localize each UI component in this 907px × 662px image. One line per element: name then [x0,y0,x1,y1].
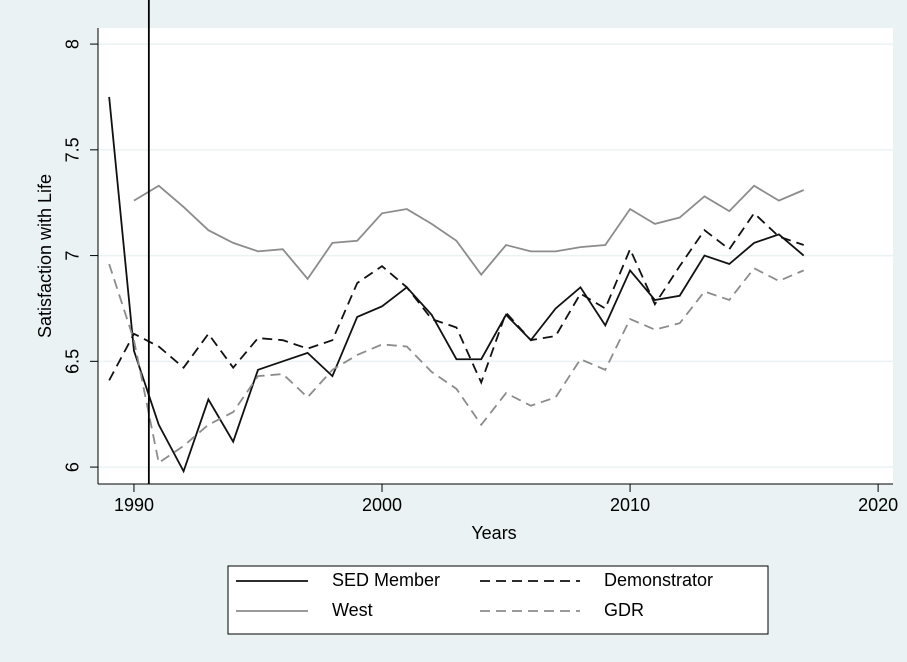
y-tick-label: 7.5 [63,137,83,162]
series-line [133,184,805,281]
legend-label: SED Member [332,570,440,590]
legend-label: GDR [604,600,644,620]
legend [227,565,769,635]
x-tick-label: 2000 [362,495,402,515]
series-line [108,96,805,474]
y-tick-label: 6.5 [63,349,83,374]
y-tick-label: 6 [63,462,83,472]
legend-label: West [332,600,373,620]
x-tick-label: 1990 [114,495,154,515]
x-axis-title: Years [471,523,516,543]
y-tick-label: 8 [63,39,83,49]
series-line [108,263,805,465]
legend-label: Demonstrator [604,570,713,590]
x-tick-label: 2020 [858,495,898,515]
y-axis-title: Satisfaction with Life [35,174,55,338]
y-tick-label: 7 [63,251,83,261]
series-line [108,211,804,385]
x-tick-label: 2010 [610,495,650,515]
